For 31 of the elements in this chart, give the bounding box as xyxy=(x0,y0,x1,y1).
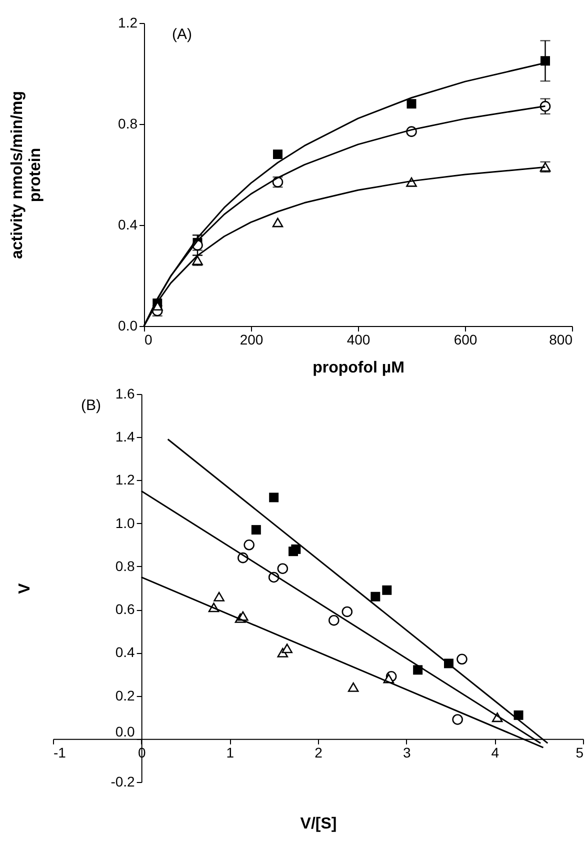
y-tick-label: 0.0 xyxy=(118,318,138,334)
y-tick-label: 0.6 xyxy=(115,601,136,618)
y-tick-label: 1.2 xyxy=(118,14,138,30)
y-tick-label: 1.4 xyxy=(115,428,136,445)
y-tick-label: 1.2 xyxy=(115,472,136,488)
x-tick-label: 3 xyxy=(402,744,411,760)
x-tick-label: 400 xyxy=(346,332,370,348)
y-tick-label: 0.8 xyxy=(118,116,138,132)
x-tick-label: -1 xyxy=(54,744,66,760)
y-tick-label: 0.2 xyxy=(115,687,136,704)
y-tick-label: 0.0 xyxy=(115,723,136,740)
x-tick-label: 4 xyxy=(491,744,500,760)
x-axis-title: V/[S] xyxy=(300,816,337,832)
x-tick-label: 600 xyxy=(454,332,478,348)
x-tick-label: 5 xyxy=(576,744,584,760)
y-tick-label: 0.8 xyxy=(115,558,136,574)
annotation: (B) xyxy=(81,397,101,414)
y-tick-label: 0.4 xyxy=(118,216,138,232)
x-tick-label: 0 xyxy=(144,332,152,348)
x-tick-label: 200 xyxy=(240,332,264,348)
y-axis-title: V xyxy=(16,582,34,594)
y-tick-label: 0.4 xyxy=(115,644,136,660)
y-axis-title: activity nmols/min/mg protein xyxy=(9,90,44,260)
x-axis-title: propofol µM xyxy=(312,360,404,376)
annotation: (A) xyxy=(172,26,192,43)
y-tick-label: 1.6 xyxy=(115,386,136,402)
x-tick-label: 800 xyxy=(549,332,573,348)
x-tick-label: 1 xyxy=(226,744,234,760)
y-tick-label: -0.2 xyxy=(110,774,136,790)
y-tick-label: 1.0 xyxy=(115,514,136,531)
x-tick-label: 2 xyxy=(314,744,323,760)
